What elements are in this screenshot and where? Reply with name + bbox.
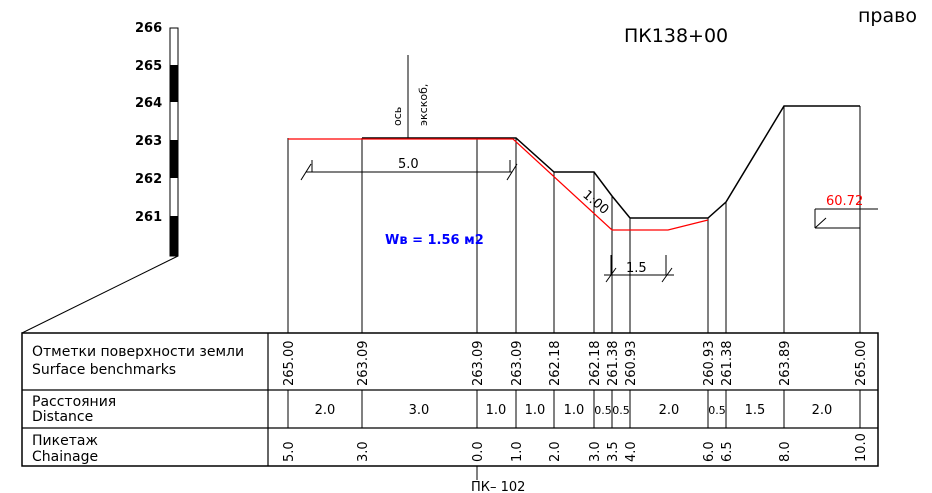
- axis-label-line1: ось: [391, 107, 404, 126]
- elevation-scale-bar: 266 265 264 263 262 261: [135, 21, 179, 257]
- station-title: ПК138+00: [624, 25, 728, 47]
- elevation-value: 263.09: [510, 341, 525, 387]
- scale-bar-segment: [170, 140, 178, 178]
- row-label-distance-ru: Расстояния: [32, 394, 116, 410]
- chainage-value: 6.0: [702, 441, 717, 462]
- scale-label-264: 264: [135, 96, 162, 111]
- table-frame: [21, 332, 879, 467]
- ground-surface-line: [362, 105, 860, 219]
- scale-bar-segment: [170, 216, 178, 256]
- scale-leader-line: [21, 255, 179, 334]
- level-marker-arrow: [814, 217, 827, 229]
- distance-value: 2.0: [315, 403, 336, 418]
- elevation-value: 263.09: [471, 341, 486, 387]
- width-dimension-label: 5.0: [398, 157, 419, 172]
- row-label-chainage-ru: Пикетаж: [32, 433, 98, 449]
- chainage-value: 8.0: [778, 441, 793, 462]
- distance-value: 1.0: [564, 403, 585, 418]
- ditch-dim-tick: [661, 267, 673, 283]
- chainage-value: 10.0: [854, 433, 869, 462]
- chainage-value: 6.5: [720, 441, 735, 462]
- chainage-value: 3.0: [356, 441, 371, 462]
- chainage-value: 5.0: [282, 441, 297, 462]
- level-mark-label: 60.72: [826, 194, 863, 209]
- chainage-value: 2.0: [548, 441, 563, 462]
- chainage-value: 3.0: [588, 441, 603, 462]
- elevation-value: 262.18: [588, 341, 603, 387]
- distance-value: 0.5: [594, 404, 612, 417]
- data-table: [21, 332, 879, 480]
- distance-value: 0.5: [708, 404, 726, 417]
- elevation-value: 265.00: [282, 341, 297, 387]
- elevation-value: 261.38: [720, 341, 735, 387]
- ditch-width-dimension: [604, 255, 674, 283]
- area-label: Wв = 1.56 м2: [385, 233, 484, 248]
- chainage-value: 1.0: [510, 441, 525, 462]
- distance-value: 1.0: [525, 403, 546, 418]
- elevation-value: 261.38: [606, 341, 621, 387]
- chainage-value: 3.5: [606, 441, 621, 462]
- side-label: право: [858, 5, 917, 27]
- scale-label-265: 265: [135, 59, 162, 74]
- width-dim-tick: [300, 163, 312, 181]
- scale-label-263: 263: [135, 134, 162, 149]
- scale-label-266: 266: [135, 21, 162, 36]
- distance-value: 2.0: [659, 403, 680, 418]
- width-dim-tick: [506, 163, 518, 181]
- distance-value: 0.5: [612, 404, 630, 417]
- distance-value: 2.0: [812, 403, 833, 418]
- distance-value: 1.0: [486, 403, 507, 418]
- picket-label: ПК– 102: [471, 480, 525, 493]
- elevation-value: 262.18: [548, 341, 563, 387]
- row-label-elevations-en: Surface benchmarks: [32, 362, 176, 378]
- ground-profile: [287, 105, 861, 333]
- elevation-value: 260.93: [624, 341, 639, 387]
- design-line: [288, 138, 709, 231]
- elevation-value: 263.09: [356, 341, 371, 387]
- row-label-distance-en: Distance: [32, 409, 93, 425]
- scale-label-262: 262: [135, 172, 162, 187]
- elevation-value: 263.89: [778, 341, 793, 387]
- scale-label-261: 261: [135, 210, 162, 225]
- chainage-value: 4.0: [624, 441, 639, 462]
- ditch-width-label: 1.5: [626, 261, 647, 276]
- row-label-chainage-en: Chainage: [32, 449, 98, 465]
- row-label-elevations-ru: Отметки поверхности земли: [32, 344, 244, 360]
- level-marker: [814, 208, 878, 229]
- elevation-value: 265.00: [854, 341, 869, 387]
- elevation-value: 260.93: [702, 341, 717, 387]
- distance-value: 1.5: [745, 403, 766, 418]
- chainage-value: 0.0: [471, 441, 486, 462]
- distance-value: 3.0: [409, 403, 430, 418]
- slope-label: 1:00: [579, 188, 611, 218]
- scale-bar-segment: [170, 65, 178, 102]
- axis-label-line2: экскоб,: [417, 84, 430, 126]
- width-dimension: [300, 160, 518, 181]
- axis-label: ось экскоб,: [391, 55, 430, 138]
